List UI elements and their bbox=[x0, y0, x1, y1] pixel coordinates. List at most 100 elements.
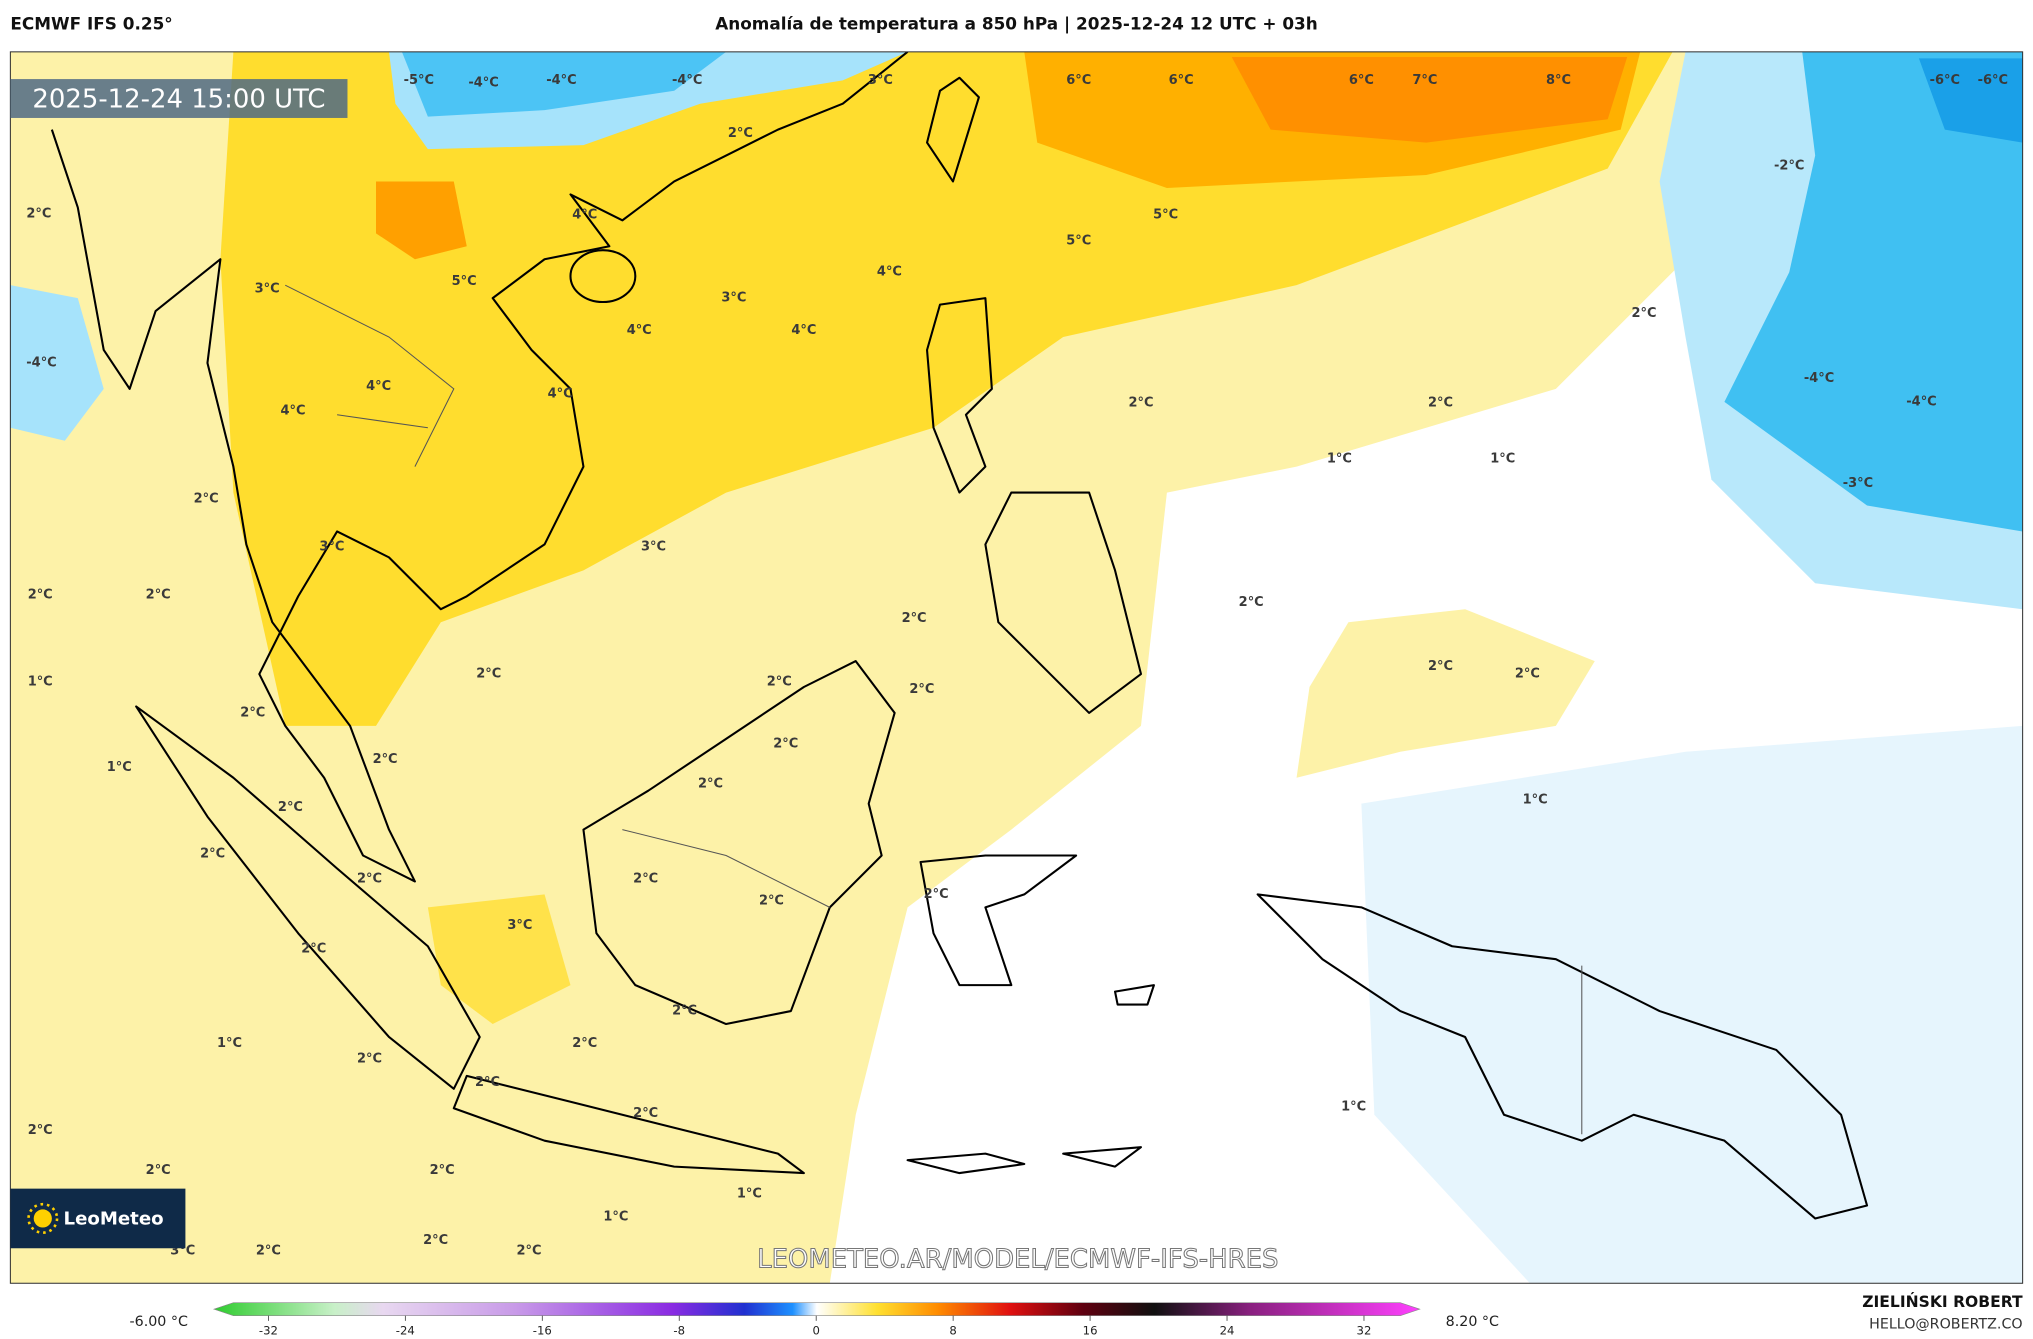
contour-label: 2°C bbox=[475, 1075, 500, 1090]
coastline bbox=[452, 1074, 805, 1175]
warm-anomaly-area bbox=[427, 894, 571, 1025]
contour-label: 1°C bbox=[107, 760, 132, 775]
warm-anomaly-area bbox=[220, 51, 1673, 726]
contour-label: 3°C bbox=[721, 291, 746, 306]
contour-label: 2°C bbox=[357, 871, 382, 886]
contour-label: 1°C bbox=[1327, 451, 1352, 466]
contour-label: 4°C bbox=[877, 265, 902, 280]
contour-label: 2°C bbox=[301, 941, 326, 956]
email: HELLO@ROBERTZ.CO bbox=[1869, 1317, 2023, 1333]
contour-label: 2°C bbox=[28, 587, 53, 602]
contour-label: 2°C bbox=[423, 1233, 448, 1248]
contour-label: 1°C bbox=[217, 1036, 242, 1051]
contour-label: -2°C bbox=[1774, 158, 1804, 173]
contour-label: 6°C bbox=[1066, 73, 1091, 88]
colorbar-ticks: -32 -24 -16 -8 0 8 16 24 32 bbox=[259, 1315, 1372, 1338]
contour-label: 4°C bbox=[627, 323, 652, 338]
contour-label: 2°C bbox=[256, 1243, 281, 1258]
colorbar-tick-label: 24 bbox=[1220, 1324, 1235, 1338]
logo-sun bbox=[33, 1209, 52, 1228]
contour-label: 2°C bbox=[1128, 396, 1153, 411]
contour-label: 2°C bbox=[909, 682, 934, 697]
coastline bbox=[926, 297, 993, 494]
contour-label: 2°C bbox=[1632, 306, 1657, 321]
contour-label: 4°C bbox=[791, 323, 816, 338]
colorbar-tick-label: 32 bbox=[1357, 1324, 1372, 1338]
contour-label: 7°C bbox=[1412, 73, 1437, 88]
author: ZIELIŃSKI ROBERT bbox=[1862, 1292, 2023, 1311]
contour-label: 2°C bbox=[672, 1004, 697, 1019]
warm-anomaly-area bbox=[376, 181, 467, 260]
coastline bbox=[135, 705, 481, 1090]
coastline bbox=[569, 249, 637, 304]
contour-label: -3°C bbox=[1843, 476, 1873, 491]
contour-label: 4°C bbox=[366, 379, 391, 394]
contour-label: 5°C bbox=[452, 274, 477, 289]
contour-label: 1°C bbox=[737, 1186, 762, 1201]
contour-label: 2°C bbox=[572, 1036, 597, 1051]
contour-label: 2°C bbox=[698, 777, 723, 792]
colorbar-tick-label: 8 bbox=[949, 1324, 956, 1338]
contour-label: -4°C bbox=[468, 75, 498, 90]
contour-label: -6°C bbox=[1930, 73, 1960, 88]
map-title: Anomalía de temperatura a 850 hPa | 2025… bbox=[715, 14, 1318, 34]
contour-label: 3°C bbox=[319, 540, 344, 555]
contour-label: 5°C bbox=[1066, 234, 1091, 249]
contour-label: 1°C bbox=[603, 1210, 628, 1225]
contour-label: 8°C bbox=[1546, 73, 1571, 88]
contour-label: 2°C bbox=[773, 737, 798, 752]
colorbar-min-label: -6.00 °C bbox=[130, 1314, 189, 1330]
colorbar-max-label: 8.20 °C bbox=[1446, 1314, 1499, 1330]
valid-time-box bbox=[10, 79, 348, 118]
cold-anomaly-area bbox=[1361, 725, 2023, 1284]
warm-anomaly-area bbox=[1231, 57, 1628, 143]
contour-label: 2°C bbox=[1239, 595, 1264, 610]
coastline bbox=[1256, 893, 1869, 1220]
contour-label: 2°C bbox=[902, 611, 927, 626]
coastline bbox=[984, 491, 1143, 714]
cold-anomaly-area bbox=[1724, 51, 2023, 532]
contour-label: 2°C bbox=[759, 893, 784, 908]
contour-label: 2°C bbox=[278, 800, 303, 815]
contour-label: 2°C bbox=[767, 674, 792, 689]
contour-label: 1°C bbox=[1341, 1099, 1366, 1114]
contour-label: -4°C bbox=[1804, 371, 1834, 386]
coastline bbox=[919, 854, 1078, 987]
contour-label: 6°C bbox=[1169, 73, 1194, 88]
contour-label: -4°C bbox=[546, 73, 576, 88]
contour-label: -4°C bbox=[1906, 394, 1936, 409]
coastline bbox=[906, 984, 1155, 1175]
contour-label: 6°C bbox=[1349, 73, 1374, 88]
colorbar-tick-label: -32 bbox=[259, 1324, 278, 1338]
colorbar bbox=[212, 1302, 1421, 1316]
contour-label: 1°C bbox=[1490, 451, 1515, 466]
contour-label: 3°C bbox=[868, 73, 893, 88]
map: -5°C -4°C -4°C -4°C 3°C 6°C 6°C 6°C 7°C 8°C -6°C -6… bbox=[10, 51, 2023, 1284]
contour-label: -4°C bbox=[26, 355, 56, 370]
contour-label: 2°C bbox=[194, 492, 219, 507]
contour-label: 2°C bbox=[373, 752, 398, 767]
colorbar-tick-label: 0 bbox=[812, 1324, 819, 1338]
contour-label: 2°C bbox=[1428, 396, 1453, 411]
contour-label: 2°C bbox=[357, 1052, 382, 1067]
contour-label: 2°C bbox=[26, 206, 51, 221]
contour-label: 2°C bbox=[1428, 659, 1453, 674]
contour-label: 2°C bbox=[728, 126, 753, 141]
cold-anomaly-area bbox=[401, 51, 727, 117]
contour-label: 2°C bbox=[924, 887, 949, 902]
map-frame bbox=[9, 51, 2024, 1284]
contour-label: 2°C bbox=[240, 705, 265, 720]
contour-label: 4°C bbox=[281, 403, 306, 418]
contour-label: 2°C bbox=[200, 847, 225, 862]
valid-time: 2025-12-24 15:00 UTC bbox=[32, 84, 325, 114]
logo-sun-rays bbox=[27, 1202, 59, 1235]
contour-label: 2°C bbox=[633, 1106, 658, 1121]
colorbar-tick-label: -8 bbox=[673, 1324, 685, 1338]
contour-label: 2°C bbox=[430, 1163, 455, 1178]
contour-label: 2°C bbox=[476, 667, 501, 682]
contour-label: -4°C bbox=[672, 73, 702, 88]
contour-label: 2°C bbox=[1515, 667, 1540, 682]
colorbar-tick-label: -16 bbox=[533, 1324, 552, 1338]
